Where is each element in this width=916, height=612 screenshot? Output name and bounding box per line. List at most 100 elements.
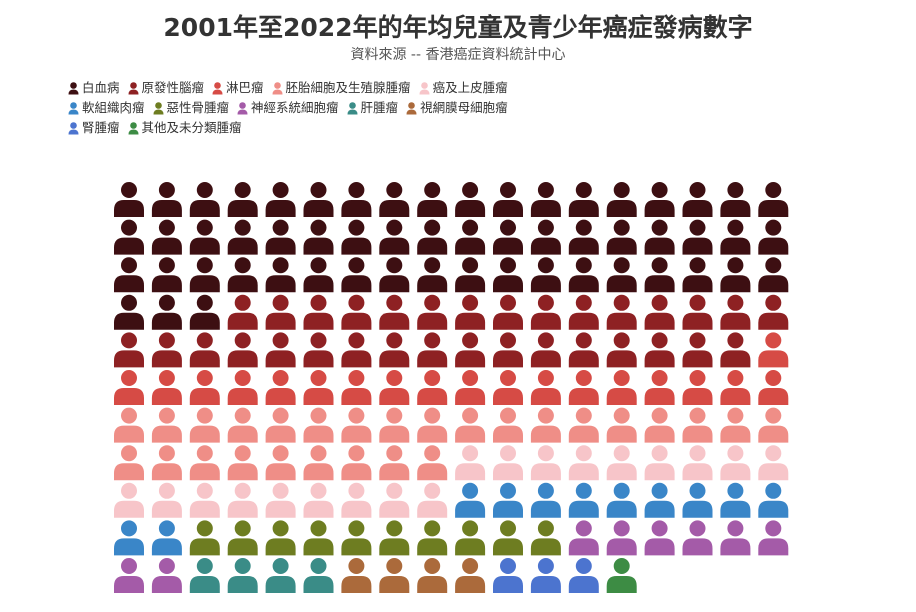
- person-mark: [455, 558, 486, 593]
- legend-label: 淋巴瘤: [226, 80, 264, 95]
- person-mark: [114, 182, 144, 217]
- person-mark: [682, 482, 713, 518]
- legend-item[interactable]: 肝腫瘤: [347, 98, 398, 118]
- legend-item[interactable]: 腎腫瘤: [68, 118, 120, 138]
- legend-item[interactable]: 神經系統細胞瘤: [237, 98, 339, 118]
- person-icon: [128, 81, 139, 94]
- person-mark: [379, 219, 410, 255]
- person-mark: [606, 182, 637, 217]
- person-mark: [265, 219, 296, 255]
- person-mark: [227, 407, 258, 443]
- person-mark: [189, 520, 220, 556]
- person-mark: [606, 257, 637, 293]
- legend-item[interactable]: 癌及上皮腫瘤: [419, 78, 508, 98]
- person-mark: [151, 445, 182, 481]
- person-mark: [568, 407, 599, 443]
- person-mark: [189, 445, 220, 481]
- legend-label: 癌及上皮腫瘤: [432, 80, 508, 95]
- person-mark: [644, 370, 675, 405]
- person-mark: [189, 257, 220, 293]
- person-mark: [644, 332, 675, 368]
- person-mark: [758, 482, 789, 518]
- person-mark: [341, 445, 372, 481]
- person-mark: [341, 520, 372, 556]
- legend-item[interactable]: 胚胎細胞及生殖腺腫瘤: [272, 78, 411, 98]
- person-icon: [212, 81, 223, 94]
- person-mark: [568, 332, 599, 368]
- person-mark: [189, 332, 220, 368]
- person-mark: [379, 182, 410, 217]
- person-mark: [644, 257, 675, 293]
- person-mark: [417, 445, 448, 481]
- person-mark: [493, 182, 523, 217]
- person-mark: [720, 445, 751, 481]
- person-mark: [682, 182, 713, 217]
- person-mark: [568, 482, 599, 518]
- person-mark: [151, 482, 182, 518]
- person-mark: [568, 219, 599, 255]
- person-mark: [417, 520, 448, 556]
- person-mark: [493, 445, 523, 481]
- person-icon: [237, 101, 248, 114]
- person-mark: [682, 407, 713, 443]
- legend-label: 視網膜母細胞瘤: [420, 100, 508, 115]
- person-mark: [303, 257, 334, 293]
- person-mark: [606, 294, 637, 330]
- person-mark: [530, 294, 561, 330]
- person-mark: [265, 294, 296, 330]
- person-mark: [530, 332, 561, 368]
- person-mark: [114, 332, 144, 368]
- legend-item[interactable]: 惡性骨腫瘤: [153, 98, 229, 118]
- person-mark: [568, 445, 599, 481]
- person-mark: [493, 520, 523, 556]
- person-mark: [568, 182, 599, 217]
- person-mark: [417, 257, 448, 293]
- legend-item[interactable]: 原發性腦瘤: [128, 78, 204, 98]
- person-mark: [644, 407, 675, 443]
- person-mark: [493, 482, 523, 518]
- person-icon: [68, 81, 79, 94]
- person-mark: [151, 182, 182, 217]
- legend-item[interactable]: 淋巴瘤: [212, 78, 264, 98]
- person-mark: [606, 558, 637, 593]
- legend-item[interactable]: 軟組織肉瘤: [68, 98, 145, 118]
- person-mark: [341, 257, 372, 293]
- person-mark: [114, 370, 144, 405]
- person-mark: [341, 294, 372, 330]
- person-mark: [606, 332, 637, 368]
- person-mark: [417, 219, 448, 255]
- person-mark: [682, 520, 713, 556]
- person-mark: [758, 520, 789, 556]
- legend-label: 胚胎細胞及生殖腺腫瘤: [285, 80, 411, 95]
- person-mark: [227, 332, 258, 368]
- person-mark: [341, 182, 372, 217]
- person-mark: [530, 520, 561, 556]
- legend-item[interactable]: 其他及未分類腫瘤: [128, 118, 242, 138]
- person-mark: [455, 182, 486, 217]
- person-mark: [455, 520, 486, 556]
- person-mark: [189, 370, 220, 405]
- person-mark: [227, 257, 258, 293]
- person-mark: [227, 520, 258, 556]
- person-mark: [379, 407, 410, 443]
- person-icon: [153, 101, 164, 114]
- person-mark: [265, 445, 296, 481]
- person-mark: [758, 445, 789, 481]
- person-mark: [493, 257, 523, 293]
- person-mark: [682, 332, 713, 368]
- legend-item[interactable]: 白血病: [68, 78, 120, 98]
- person-mark: [341, 219, 372, 255]
- person-mark: [606, 219, 637, 255]
- person-mark: [530, 182, 561, 217]
- person-mark: [758, 332, 789, 368]
- person-mark: [530, 257, 561, 293]
- legend-label: 白血病: [82, 80, 120, 95]
- person-mark: [493, 294, 523, 330]
- legend-item[interactable]: 視網膜母細胞瘤: [406, 98, 508, 118]
- person-mark: [341, 482, 372, 518]
- person-mark: [151, 219, 182, 255]
- person-mark: [720, 257, 751, 293]
- person-mark: [720, 520, 751, 556]
- person-mark: [265, 520, 296, 556]
